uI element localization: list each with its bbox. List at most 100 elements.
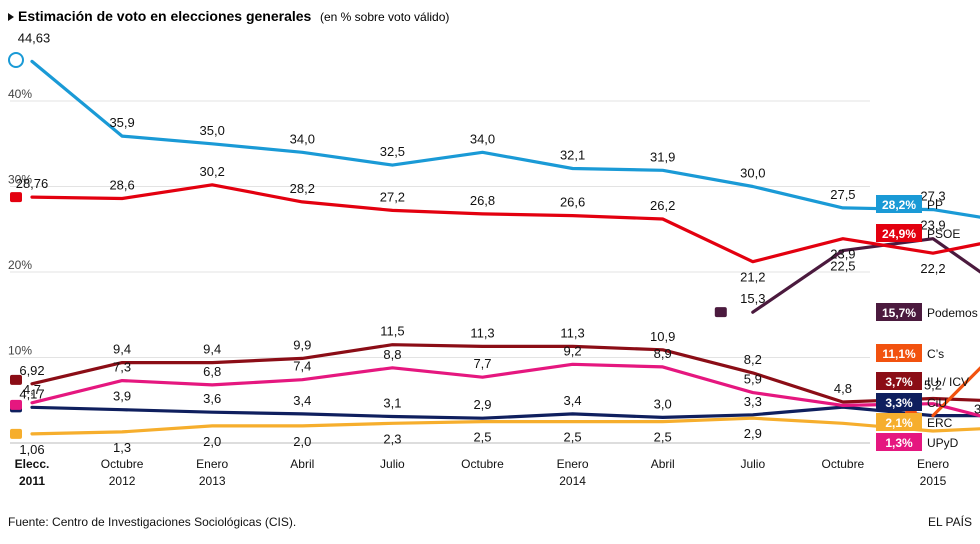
legend-value-psoe: 24,9%: [882, 227, 916, 241]
data-label-iu: 9,4: [203, 342, 221, 357]
data-label-iu: 11,5: [380, 324, 404, 339]
data-label-psoe: 26,8: [470, 193, 495, 208]
data-label-erc: 2,5: [654, 430, 672, 445]
data-label-pp: 31,9: [650, 149, 675, 164]
data-label-pp: 30,0: [740, 166, 765, 181]
legend-badge-cs: [876, 344, 922, 362]
y-tick-label: 20%: [8, 258, 32, 272]
gridlines: [10, 100, 870, 444]
x-tick-label: Abril: [651, 457, 675, 471]
legend: 28,2% PP 24,9% PSOE 15,7% Podemos 11,1% C’s 3,7%…: [876, 195, 978, 451]
data-label-psoe: 22,2: [920, 261, 945, 276]
data-label-psoe: 21,2: [740, 270, 765, 285]
data-label-erc: 2,0: [293, 434, 311, 449]
legend-value-cs: 11,1%: [882, 347, 916, 361]
legend-badge-pp: [876, 195, 922, 213]
legend-badge-ciu: [876, 393, 922, 411]
x-tick-year: 2013: [199, 474, 226, 488]
x-axis: Elecc. 2011 Octubre 2012 Enero 2013 Abril Julio…: [15, 457, 950, 488]
chart-subtitle: (en % sobre voto válido): [320, 10, 449, 24]
legend-value-ciu: 3,3%: [885, 396, 913, 410]
data-label-ciu: 3,0: [654, 396, 672, 411]
data-label-psoe: 30,2: [200, 164, 225, 179]
legend-value-erc: 2,1%: [885, 416, 913, 430]
legend-value-upyd: 1,3%: [885, 436, 913, 450]
data-label-ciu: 3,1: [383, 395, 401, 410]
data-label-upyd: 7,7: [473, 356, 491, 371]
data-label-iu: 8,2: [744, 352, 762, 367]
data-label-psoe: 27,2: [380, 189, 405, 204]
data-label-psoe: 26,6: [560, 195, 585, 210]
legend-name-cs: C’s: [927, 347, 944, 361]
data-label-ciu: 2,9: [473, 397, 491, 412]
data-label-psoe: 28,76: [16, 176, 49, 191]
data-label-iu: 11,3: [560, 325, 584, 340]
data-label-pp: 32,1: [560, 148, 585, 163]
data-label-podemos: 22,5: [830, 259, 855, 274]
data-label-upyd: 7,4: [293, 359, 311, 374]
series-line-cs: [931, 366, 980, 418]
iu-logo: [10, 374, 22, 385]
legend-name-pp: PP: [927, 198, 943, 212]
legend-name-psoe: PSOE: [927, 227, 960, 241]
data-label-erc: 2,5: [473, 430, 491, 445]
psoe-logo: [10, 192, 22, 203]
data-label-psoe: 28,6: [109, 177, 134, 192]
legend-name-iu: IU / ICV: [927, 375, 969, 389]
y-tick-label: 40%: [8, 87, 32, 101]
legend-badge-upyd: [876, 433, 922, 451]
data-label-upyd: 8,8: [383, 347, 401, 362]
legend-value-iu: 3,7%: [885, 375, 913, 389]
data-label-iu: 10,9: [650, 329, 675, 344]
x-tick-label: Enero: [557, 457, 589, 471]
data-label-podemos: 23,9: [920, 218, 945, 233]
legend-name-podemos: Podemos: [927, 306, 978, 320]
data-label-podemos: 15,3: [740, 291, 765, 306]
data-label-upyd: 7,3: [113, 360, 131, 375]
data-label-erc: 2,0: [203, 434, 221, 449]
y-tick-label: 30%: [8, 173, 32, 187]
chart-title: Estimación de voto en elecciones general…: [18, 8, 312, 24]
data-label-pp: 35,0: [200, 123, 225, 138]
erc-logo: [10, 428, 22, 439]
legend-badge-psoe: [876, 224, 922, 242]
x-tick-year: 2014: [559, 474, 586, 488]
data-label-ciu: 3,3: [744, 394, 762, 409]
data-label-pp: 34,0: [290, 131, 315, 146]
data-label-ciu: 4,17: [19, 386, 44, 401]
series-line-podemos: [751, 237, 980, 314]
series-lines: [30, 59, 980, 436]
podemos-logo: [714, 307, 727, 318]
data-label-psoe: 26,2: [650, 198, 675, 213]
data-label-iu: 9,4: [113, 342, 131, 357]
data-label-pp: 27,3: [920, 189, 945, 204]
x-tick-year: 2012: [109, 474, 136, 488]
legend-value-pp: 28,2%: [882, 198, 916, 212]
source-note: Fuente: Centro de Investigaciones Sociol…: [8, 515, 296, 529]
legend-name-ciu: CiU: [927, 396, 947, 410]
x-tick-label: Enero: [917, 457, 949, 471]
data-label-upyd: 6,8: [203, 364, 221, 379]
x-tick-label: Octubre: [822, 457, 865, 471]
x-tick-label: Octubre: [461, 457, 504, 471]
legend-badge-podemos: [876, 303, 922, 321]
data-label-psoe: 28,2: [290, 181, 315, 196]
legend-value-podemos: 15,7%: [882, 306, 916, 320]
data-label-upyd: 4,7: [23, 382, 41, 397]
data-label-pp: 27,5: [830, 187, 855, 202]
data-label-iu: 11,3: [470, 325, 494, 340]
y-axis: 10% 20% 30% 40%: [8, 87, 32, 358]
data-label-pp: 44,63: [18, 30, 51, 45]
x-tick-year: 2011: [19, 474, 45, 488]
y-tick-label: 10%: [8, 344, 32, 358]
data-label-upyd: 5,9: [744, 372, 762, 387]
x-tick-label: Octubre: [101, 457, 144, 471]
data-label-cs: 3,2: [974, 402, 980, 417]
data-label-ciu: 3,4: [564, 393, 582, 408]
data-label-erc: 1,06: [19, 442, 44, 457]
series-line-psoe: [30, 183, 980, 264]
x-tick-year: 2015: [920, 474, 947, 488]
data-label-upyd: 9,2: [564, 343, 582, 358]
data-label-iu: 6,92: [19, 363, 44, 378]
data-label-iu: 4,8: [834, 381, 852, 396]
